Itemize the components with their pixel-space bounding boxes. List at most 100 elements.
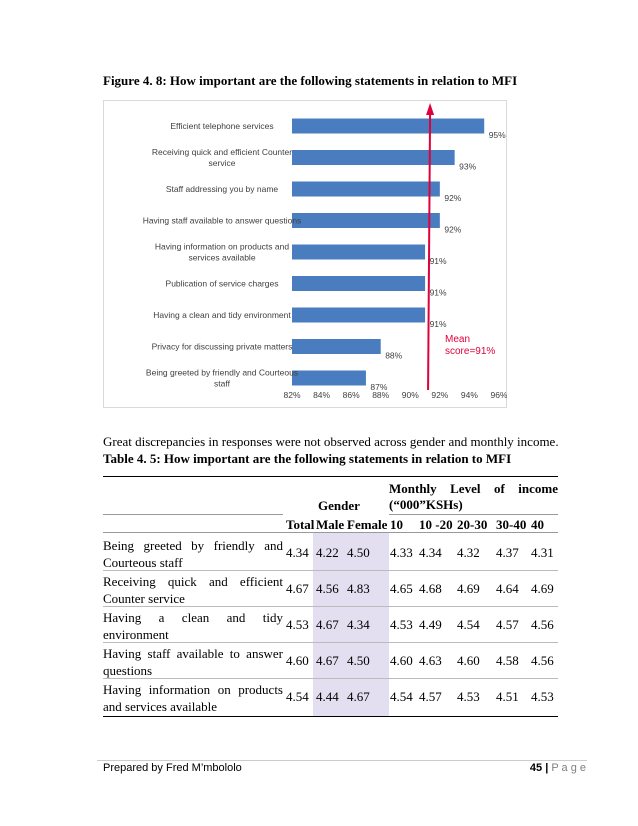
x-tick-label: 86% [343,390,360,400]
data-label: 91% [430,288,447,298]
category-label: Efficient telephone services [170,121,273,131]
data-label: 91% [430,319,447,329]
row-label: Receiving quick and efficient Counter se… [103,574,283,606]
table-cell: 4.22 [316,545,339,560]
figure-caption: Figure 4. 8: How important are the follo… [103,73,518,88]
bar [292,181,440,197]
bar [292,118,485,134]
gender-column-shading [313,532,389,717]
table-cell: 4.54 [286,689,309,704]
row-label: Having information on products and servi… [103,682,283,714]
table-cell: 4.63 [419,653,442,668]
category-label: Publication of service charges [166,279,279,289]
table-cell: 4.49 [419,617,442,632]
table-cell: 4.33 [390,545,413,560]
income-header-word: income [518,481,558,496]
page-separator: | [545,762,549,774]
table-cell: 4.56 [316,581,339,596]
footer-page: 45 | P a g e [530,762,586,774]
column-header: Male [316,517,345,532]
table-cell: 4.64 [496,581,519,596]
x-tick-label: 84% [313,390,330,400]
x-tick-label: 82% [283,390,300,400]
footer-rule [97,760,587,761]
category-label: Having information on products and [155,242,289,252]
mean-annotation: score=91% [445,346,495,357]
x-tick-label: 96% [490,390,507,400]
column-header: 10 [390,517,403,532]
row-divider [103,570,558,571]
page-word: P a g e [551,762,586,774]
data-label: 88% [385,351,402,361]
row-divider [103,642,558,643]
row-label: Being greeted by friendly and Courteous … [103,538,283,570]
table-cell: 4.67 [316,617,339,632]
table-cell: 4.56 [531,617,554,632]
table-bottom-rule [103,716,558,717]
bar-chart: Efficient telephone services 95% Receiving… [143,103,507,400]
income-header-word: of [493,481,505,496]
table-cell: 4.54 [457,617,480,632]
table-cell: 4.57 [496,617,519,632]
table-cell: 4.51 [496,689,519,704]
table-caption: Table 4. 5: How important are the follow… [103,451,512,466]
column-header: 10 -20 [419,517,453,532]
data-label: 87% [370,382,387,392]
category-label: Privacy for discussing private matters [152,342,293,352]
table-cell: 4.67 [347,689,370,704]
category-label: Receiving quick and efficient Counter [152,147,292,157]
income-group-header: Monthly Level of income [389,481,558,497]
header-bottom-rule [103,532,558,533]
row-label: Having a clean and tidy environment [103,610,283,642]
mean-arrow-line [427,113,432,391]
row-divider [103,678,558,679]
table-cell: 4.60 [457,653,480,668]
row-divider [103,606,558,607]
row-label: Having staff available to answer questio… [103,646,283,678]
column-header: 20-30 [457,517,488,532]
table-cell: 4.67 [316,653,339,668]
table-cell: 4.68 [419,581,442,596]
column-header: 30-40 [496,517,527,532]
table-cell: 4.69 [531,581,554,596]
income-unit-header: (“000”KSHs) [389,497,463,512]
x-tick-label: 94% [461,390,478,400]
income-group-rule [389,514,558,515]
table-inner-rule [103,514,283,515]
category-label: Being greeted by friendly and Courteous [146,368,298,378]
page-number: 45 [529,762,543,774]
mean-annotation: Mean [445,334,470,345]
table-cell: 4.53 [390,617,413,632]
table-cell: 4.34 [286,545,309,560]
chart-frame [103,100,507,408]
table-cell: 4.53 [531,689,554,704]
table-cell: 4.31 [531,545,554,560]
category-label: services available [188,253,255,263]
table-cell: 4.53 [457,689,480,704]
table-cell: 4.34 [347,617,370,632]
data-label: 95% [489,130,506,140]
income-header-word: Level [450,481,481,496]
bar [292,276,426,291]
bar [292,370,366,386]
table-cell: 4.60 [390,653,413,668]
category-label: Having a clean and tidy environment [153,310,291,320]
table-cell: 4.69 [457,581,480,596]
paragraph: Great discrepancies in responses were no… [103,434,559,449]
data-label: 93% [459,162,476,172]
data-label: 91% [430,256,447,266]
gender-group-header: Gender [318,498,360,513]
table-cell: 4.44 [316,689,339,704]
table-cell: 4.50 [347,545,370,560]
bar [292,307,426,323]
table-cell: 4.65 [390,581,413,596]
column-header: Female [347,517,388,532]
table-cell: 4.58 [496,653,519,668]
table-cell: 4.67 [286,581,309,596]
bar [292,339,381,354]
table-top-rule [103,476,558,477]
column-header: Total [286,517,315,532]
table-cell: 4.34 [419,545,442,560]
category-label: staff [214,379,231,389]
income-header-word: Monthly [389,481,437,496]
